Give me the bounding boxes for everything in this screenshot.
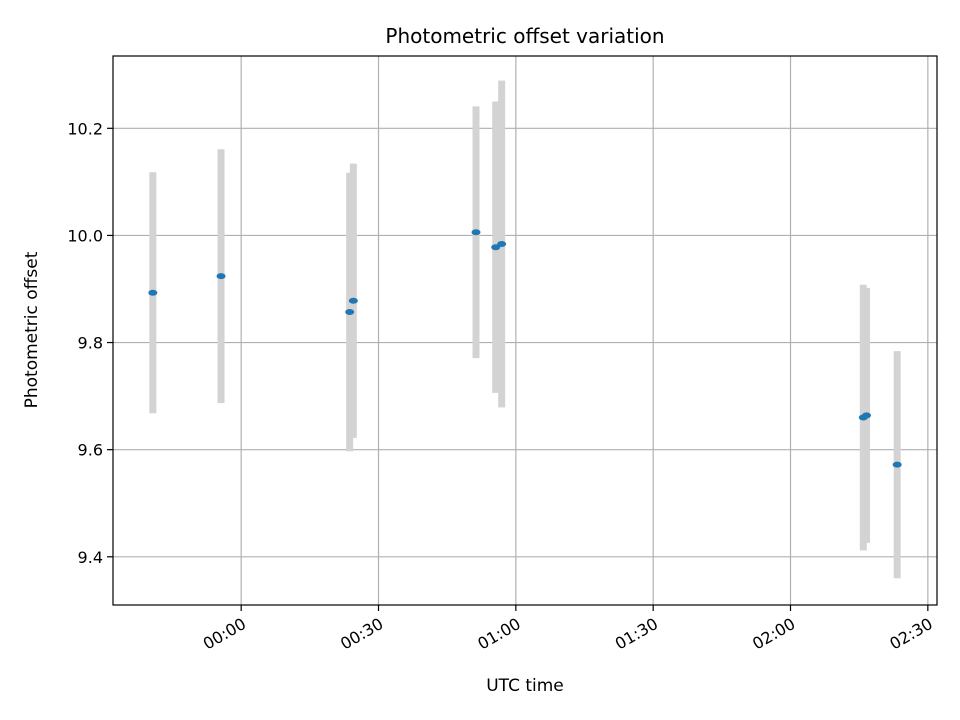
y-tick-label: 9.8 (78, 334, 103, 353)
data-point (216, 273, 226, 280)
y-tick-label: 9.6 (78, 441, 103, 460)
data-point (491, 244, 501, 251)
data-point (471, 229, 481, 236)
grid (113, 56, 937, 605)
data-point (862, 412, 872, 419)
y-axis-title: Photometric offset (22, 251, 42, 408)
chart-title: Photometric offset variation (385, 24, 664, 48)
y-tick-label: 9.4 (78, 548, 103, 567)
x-axis-title: UTC time (486, 676, 564, 696)
y-axis: 9.4 9.6 9.8 10.0 10.2 (67, 119, 113, 567)
data-point (348, 297, 358, 304)
y-tick-label: 10.2 (67, 119, 103, 138)
data-point (345, 309, 355, 316)
data-point (892, 461, 902, 468)
data-point (497, 240, 507, 247)
data-points (148, 229, 902, 468)
data-point (148, 289, 158, 296)
y-tick-label: 10.0 (67, 226, 103, 245)
plot-frame (112, 55, 938, 606)
